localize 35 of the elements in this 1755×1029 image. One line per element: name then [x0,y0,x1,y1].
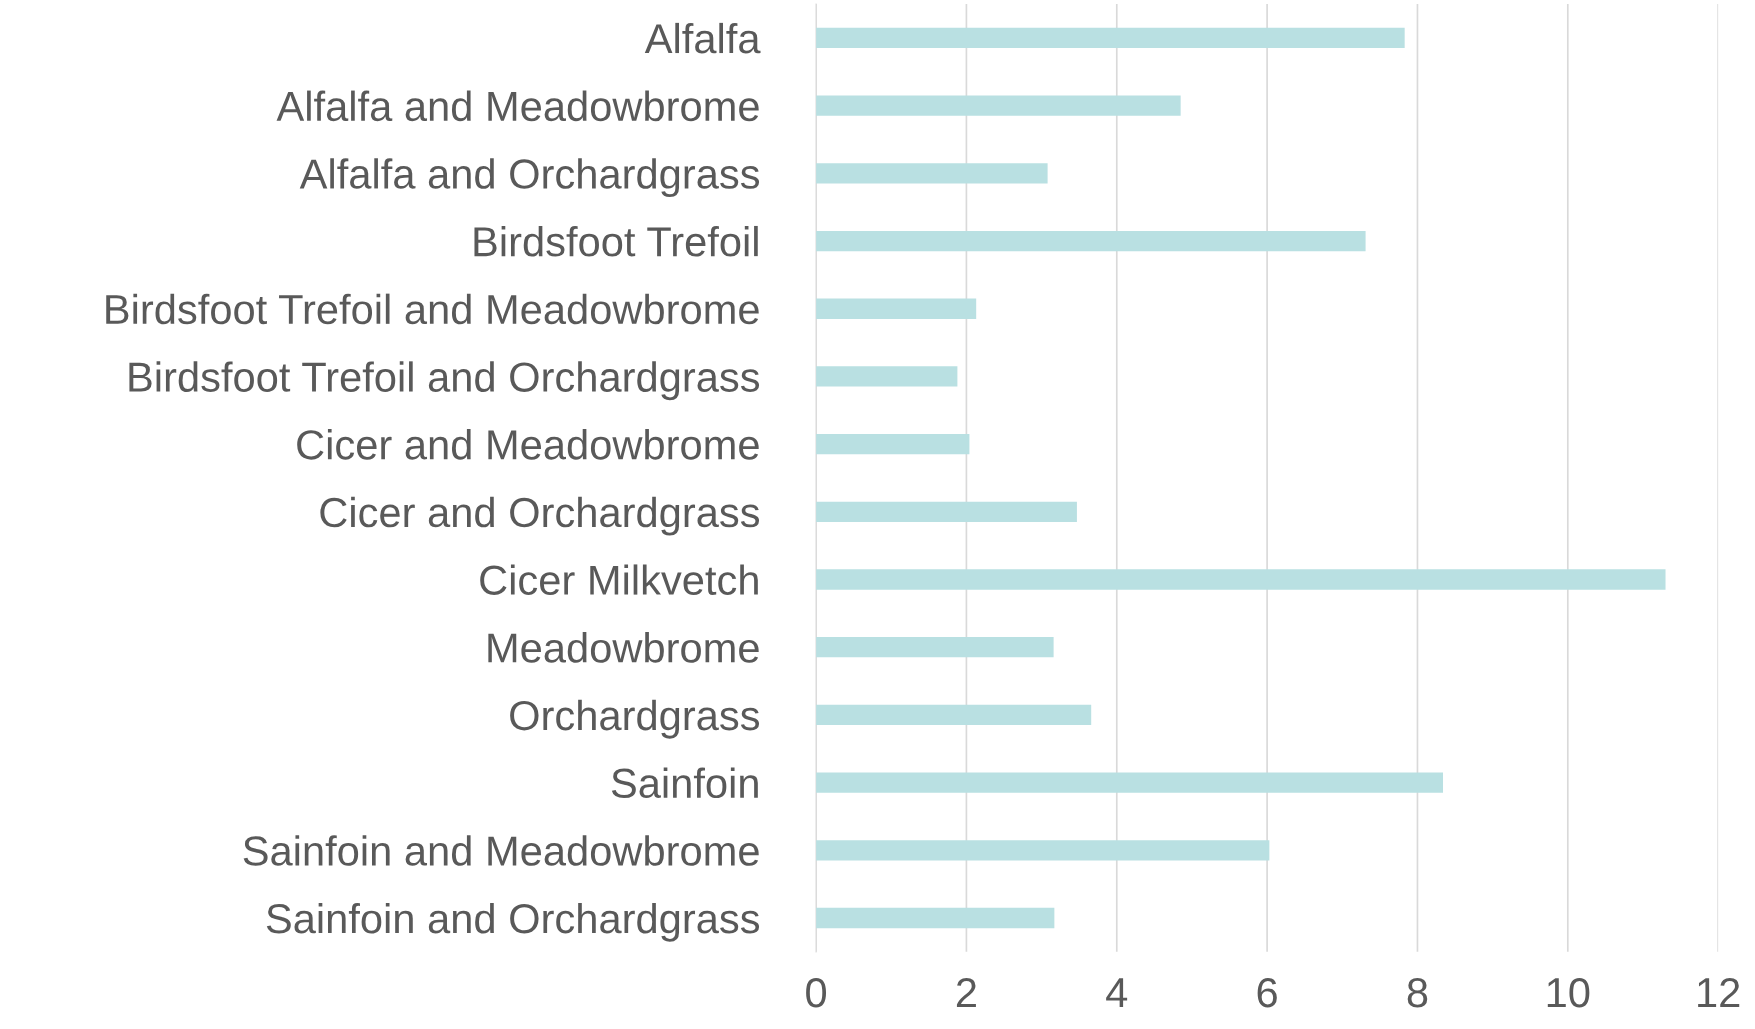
y-tick-label: Birdsfoot Trefoil and Orchardgrass [129,361,760,401]
x-tick-label: 12 [1698,977,1740,1008]
y-tick-label: Cicer Milkvetch [480,564,758,596]
bar [816,433,970,455]
bar [816,366,958,387]
y-tick-label: Sainfoin and Orchardgrass [266,902,760,942]
bar [816,298,977,319]
bar [816,840,1270,861]
y-tick-label: Cicer and Orchardgrass [320,496,760,536]
y-tick-label: Sainfoin [611,767,758,799]
y-tick-label: Sainfoin and Meadowbrome [243,835,759,866]
y-tick-label: Alfalfa [644,22,761,54]
y-tick-label: Alfalfa and Meadowbrome [276,90,759,122]
bar [816,163,1048,184]
bar [816,704,1092,726]
bar [816,230,1366,252]
y-tick-label: Meadowbrome [488,632,759,663]
x-tick-label: 2 [956,977,976,1008]
bar [816,27,1405,49]
y-tick-label: Alfalfa and Orchardgrass [299,158,760,198]
x-tick-label: 10 [1547,977,1590,1008]
y-tick-label: Cicer and Meadowbrome [297,429,759,460]
x-tick-label: 6 [1257,977,1277,1008]
bar [816,907,1055,929]
bar [816,95,1181,116]
y-tick-label: Birdsfoot Trefoil and Meadowbrome [106,293,759,325]
y-tick-label: Orchardgrass [510,699,760,739]
bar [816,772,1444,793]
bar [816,501,1077,522]
bar [816,569,1666,590]
x-tick-label: 4 [1106,978,1128,1008]
y-tick-label: Birdsfoot Trefoil [474,225,758,257]
bar [816,637,1054,658]
x-tick-label: 8 [1407,977,1428,1008]
x-tick-label: 0 [806,977,827,1008]
